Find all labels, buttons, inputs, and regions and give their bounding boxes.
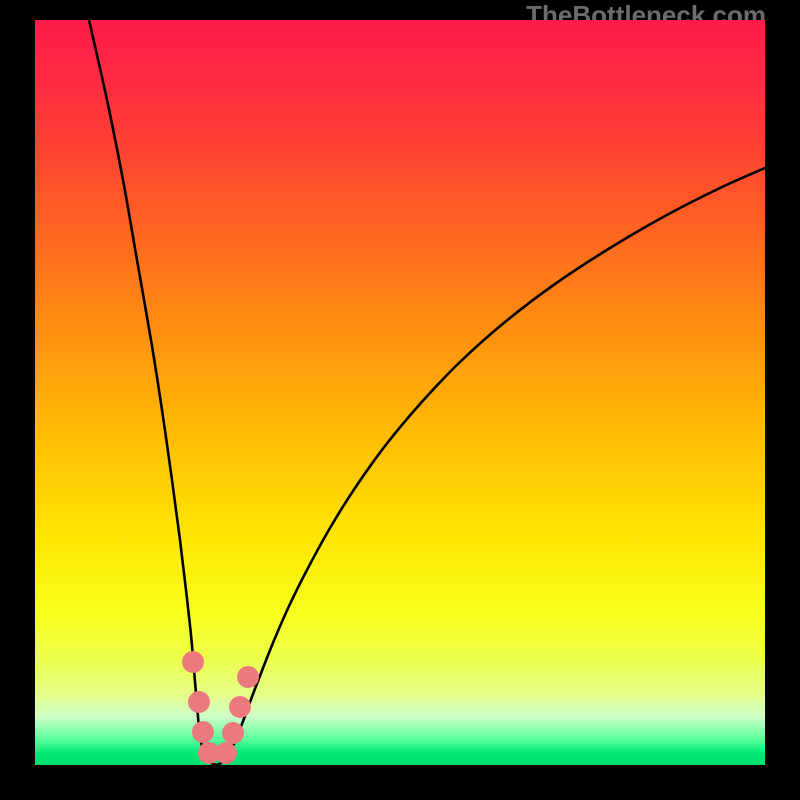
- dip-marker: [237, 666, 259, 688]
- plot-area: [35, 20, 765, 765]
- dip-marker: [229, 696, 251, 718]
- chart-svg: [35, 20, 765, 765]
- dip-marker: [192, 721, 214, 743]
- chart-frame: TheBottleneck.com: [0, 0, 800, 800]
- dip-marker: [222, 722, 244, 744]
- dip-marker: [215, 742, 237, 764]
- gradient-background: [35, 20, 765, 765]
- dip-marker: [182, 651, 204, 673]
- dip-marker: [188, 691, 210, 713]
